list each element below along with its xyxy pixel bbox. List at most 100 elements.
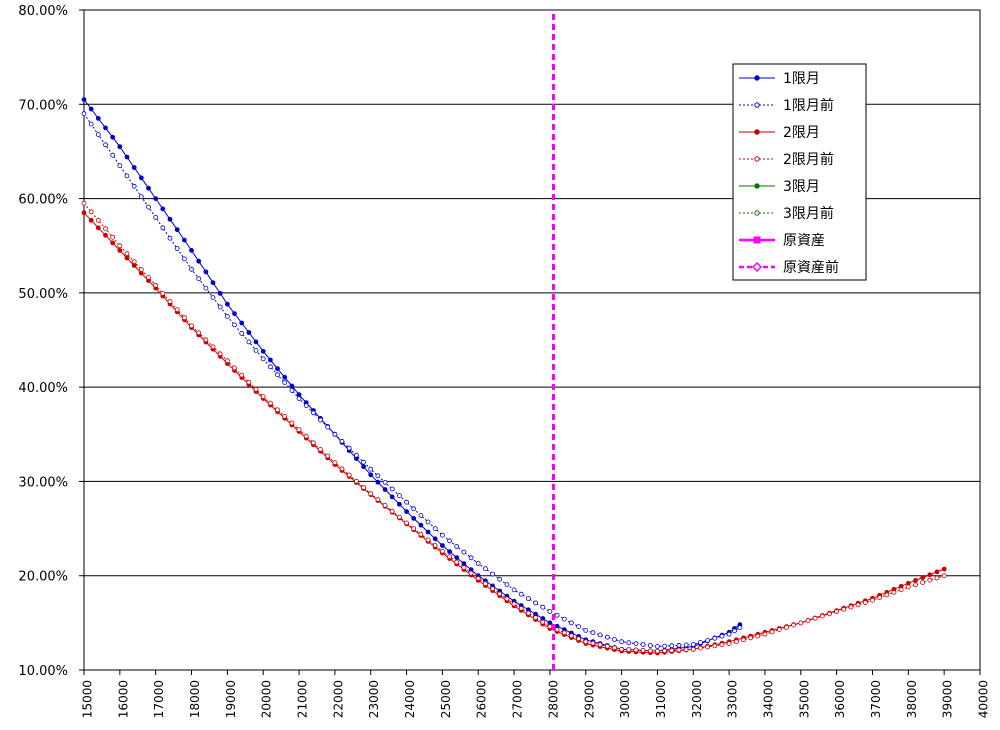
data-point: [260, 356, 266, 362]
data-point: [640, 642, 646, 647]
data-point: [124, 251, 130, 257]
data-point: [511, 587, 517, 593]
data-point: [303, 433, 309, 439]
data-point: [411, 526, 417, 531]
data-point: [138, 175, 144, 181]
data-point: [117, 247, 123, 253]
x-tick-label: 28000: [546, 680, 560, 718]
data-point: [439, 548, 445, 554]
data-point: [361, 485, 367, 490]
data-point: [733, 639, 739, 645]
data-point: [131, 183, 137, 189]
data-point: [160, 225, 166, 231]
data-point: [174, 227, 180, 233]
data-point: [181, 315, 187, 321]
data-point: [490, 586, 496, 592]
data-point: [712, 635, 718, 641]
data-point: [934, 569, 940, 575]
data-point: [103, 142, 108, 148]
data-point: [612, 645, 617, 651]
data-point: [103, 232, 108, 238]
data-point: [196, 330, 202, 336]
y-tick-label: 20.00%: [18, 570, 68, 585]
data-point: [282, 374, 288, 380]
data-point: [597, 632, 603, 638]
data-point: [762, 631, 768, 637]
data-point: [253, 386, 259, 392]
data-point: [289, 383, 295, 389]
data-point: [81, 200, 87, 206]
data-point: [124, 154, 130, 160]
data-point: [382, 487, 388, 492]
legend-label: 原資産前: [783, 259, 839, 276]
data-point: [683, 647, 689, 652]
data-point: [167, 235, 173, 241]
data-point: [447, 538, 453, 544]
data-point: [146, 274, 151, 280]
data-point: [862, 600, 868, 605]
legend-label: 1限月前: [783, 97, 834, 114]
data-point: [411, 506, 417, 512]
x-tick-label: 18000: [188, 680, 202, 718]
data-point: [110, 152, 116, 158]
x-axis: 15000 16000 17000 18000 19000 20000 21000 22000…: [81, 670, 991, 718]
data-point: [432, 526, 438, 531]
data-point: [712, 643, 718, 649]
data-point: [662, 648, 667, 654]
legend-label: 原資産: [783, 233, 825, 249]
data-point: [913, 578, 918, 583]
x-tick-label: 35000: [797, 680, 811, 718]
data-point: [690, 646, 696, 652]
data-point: [547, 624, 553, 629]
data-point: [260, 348, 266, 354]
data-point: [289, 388, 295, 393]
data-point: [325, 453, 331, 459]
data-point: [633, 647, 639, 653]
data-point: [181, 256, 187, 262]
x-tick-label: 34000: [761, 680, 775, 718]
x-tick-label: 36000: [833, 680, 847, 718]
data-point: [784, 625, 789, 630]
data-point: [439, 532, 445, 538]
data-point: [203, 337, 209, 343]
data-point: [705, 644, 710, 650]
x-tick-label: 21000: [296, 680, 310, 718]
x-tick-label: 31000: [654, 680, 668, 718]
x-tick-label: 23000: [367, 680, 381, 718]
data-point: [246, 330, 252, 335]
data-point: [719, 633, 725, 639]
legend-label: 3限月: [783, 179, 820, 195]
data-point: [153, 196, 159, 202]
legend-label: 2限月: [783, 125, 820, 141]
data-point: [81, 210, 87, 216]
data-point: [461, 561, 467, 566]
data-point: [124, 173, 130, 179]
data-point: [425, 537, 431, 543]
data-point: [905, 584, 911, 590]
data-point: [88, 121, 94, 127]
x-tick-label: 39000: [941, 680, 955, 718]
data-point: [447, 554, 453, 560]
y-tick-label: 60.00%: [18, 193, 68, 208]
data-point: [246, 339, 252, 345]
data-point: [353, 452, 359, 458]
data-point: [303, 403, 309, 409]
data-point: [95, 132, 101, 137]
data-point: [540, 619, 546, 625]
data-point: [224, 301, 230, 307]
data-point: [103, 125, 108, 131]
data-point: [88, 217, 94, 223]
data-point: [655, 648, 660, 654]
data-point: [583, 628, 589, 633]
data-point: [834, 609, 839, 614]
data-point: [669, 643, 675, 649]
data-point: [95, 217, 101, 223]
legend-swatch-marker: [754, 129, 760, 135]
data-point: [117, 163, 123, 169]
data-point: [504, 582, 510, 587]
data-point: [239, 372, 245, 378]
data-point: [855, 602, 861, 608]
data-point: [196, 276, 202, 282]
data-point: [346, 445, 352, 451]
